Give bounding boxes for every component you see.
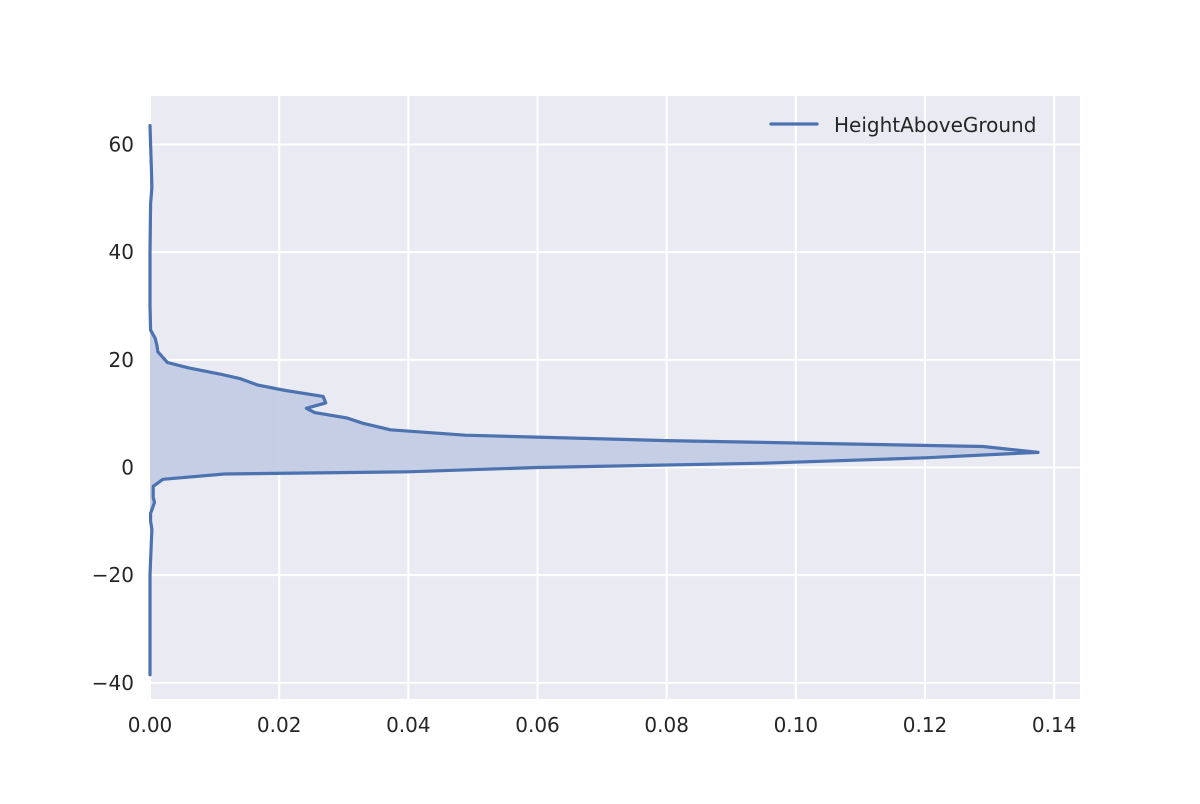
x-tick-label: 0.10 xyxy=(774,713,819,737)
x-tick-label: 0.00 xyxy=(128,713,173,737)
y-tick-label: −20 xyxy=(92,563,134,587)
y-tick-label: −40 xyxy=(92,671,134,695)
x-tick-label: 0.12 xyxy=(903,713,948,737)
legend-label: HeightAboveGround xyxy=(834,113,1036,137)
legend: HeightAboveGround xyxy=(769,113,1036,137)
y-tick-label: 60 xyxy=(109,132,134,156)
series-layer xyxy=(148,124,1040,677)
x-tick-label: 0.06 xyxy=(515,713,560,737)
y-tick-label: 20 xyxy=(109,348,134,372)
tick-labels: 0.00 0.02 0.04 0.06 0.08 0.10 0.12 0.14 −40 −20 0 2… xyxy=(92,132,1077,737)
y-tick-label: 40 xyxy=(109,240,134,264)
x-tick-label: 0.14 xyxy=(1032,713,1077,737)
y-tick-label: 0 xyxy=(121,455,134,479)
x-tick-label: 0.02 xyxy=(257,713,302,737)
x-tick-label: 0.08 xyxy=(644,713,689,737)
x-tick-label: 0.04 xyxy=(386,713,431,737)
density-curve-line xyxy=(148,124,1040,677)
